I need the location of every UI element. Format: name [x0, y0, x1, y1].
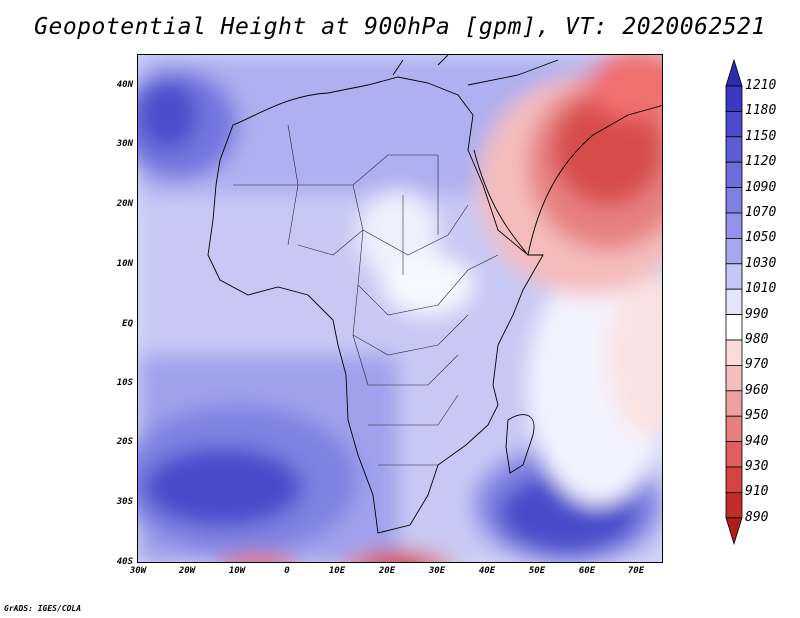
country-borders — [233, 124, 499, 466]
geopotential-field — [138, 55, 662, 562]
colorbar-swatch — [725, 390, 743, 417]
colorbar-label: 940 — [745, 433, 769, 449]
colorbar-label: 1120 — [745, 154, 777, 170]
lon-label-0: 0 — [284, 566, 290, 576]
lon-label-10e: 10E — [328, 566, 346, 576]
lat-label-20s: 20S — [116, 437, 133, 447]
colorbar-swatch — [725, 212, 743, 239]
lon-label-10w: 10W — [228, 566, 246, 576]
map-title: Geopotential Height at 900hPa [gpm], VT:… — [34, 14, 766, 40]
lat-label-eq: EQ — [122, 319, 133, 329]
lat-label-30s: 30S — [116, 497, 133, 507]
lon-label-50e: 50E — [528, 566, 546, 576]
colorbar-swatch — [725, 85, 743, 112]
colorbar-label: 990 — [745, 306, 769, 322]
colorbar-label: 1010 — [745, 281, 777, 297]
colorbar-swatch — [725, 136, 743, 163]
colorbar-swatch — [725, 415, 743, 443]
colorbar-label: 1030 — [745, 255, 777, 271]
colorbar-label: 890 — [745, 509, 769, 525]
lon-label-40e: 40E — [478, 566, 496, 576]
colorbar-label: 910 — [745, 484, 769, 500]
coastlines — [207, 55, 662, 534]
lat-label-20n: 20N — [116, 199, 133, 209]
colorbar-swatch — [725, 314, 743, 341]
credit-text: GrADS: IGES/COLA — [4, 604, 82, 613]
colorbar-swatch — [725, 161, 743, 188]
map-panel — [137, 54, 663, 563]
lat-label-10n: 10N — [116, 259, 133, 269]
colorbar-swatch — [725, 288, 743, 315]
lat-label-40s: 40S — [116, 557, 133, 567]
colorbar-top-arrow — [725, 58, 743, 87]
colorbar-swatch — [725, 339, 743, 366]
lon-label-30w: 30W — [129, 566, 147, 576]
lon-label-70e: 70E — [627, 566, 645, 576]
lon-label-60e: 60E — [578, 566, 596, 576]
colorbar-label: 930 — [745, 459, 769, 474]
colorbar-label: 970 — [745, 357, 769, 373]
colorbar-swatch — [725, 441, 743, 468]
lon-label-20e: 20E — [378, 566, 396, 576]
colorbar-swatch — [725, 263, 743, 290]
lon-label-20w: 20W — [178, 566, 196, 576]
colorbar-swatch — [725, 187, 743, 214]
colorbar-swatch — [725, 491, 743, 519]
colorbar-label: 1050 — [745, 230, 777, 246]
colorbar-label: 1090 — [745, 179, 777, 195]
colorbar-label: 1180 — [745, 103, 777, 119]
lat-label-40n: 40N — [116, 80, 133, 90]
colorbar-swatch — [725, 466, 743, 493]
colorbar-label: 1150 — [745, 128, 777, 144]
colorbar-swatch — [725, 111, 743, 138]
lon-label-30e: 30E — [428, 566, 446, 576]
colorbar-label: 1210 — [745, 78, 777, 93]
lat-label-10s: 10S — [116, 378, 133, 388]
colorbar-swatch — [725, 237, 743, 265]
colorbar-label: 950 — [745, 408, 769, 424]
colorbar-bottom-arrow — [725, 517, 743, 546]
lat-label-30n: 30N — [116, 139, 133, 149]
colorbar-swatches — [725, 58, 743, 546]
colorbar-label: 960 — [745, 382, 769, 398]
colorbar-label: 1070 — [745, 205, 777, 220]
colorbar-label: 980 — [745, 332, 769, 347]
colorbar-swatch — [725, 364, 743, 392]
